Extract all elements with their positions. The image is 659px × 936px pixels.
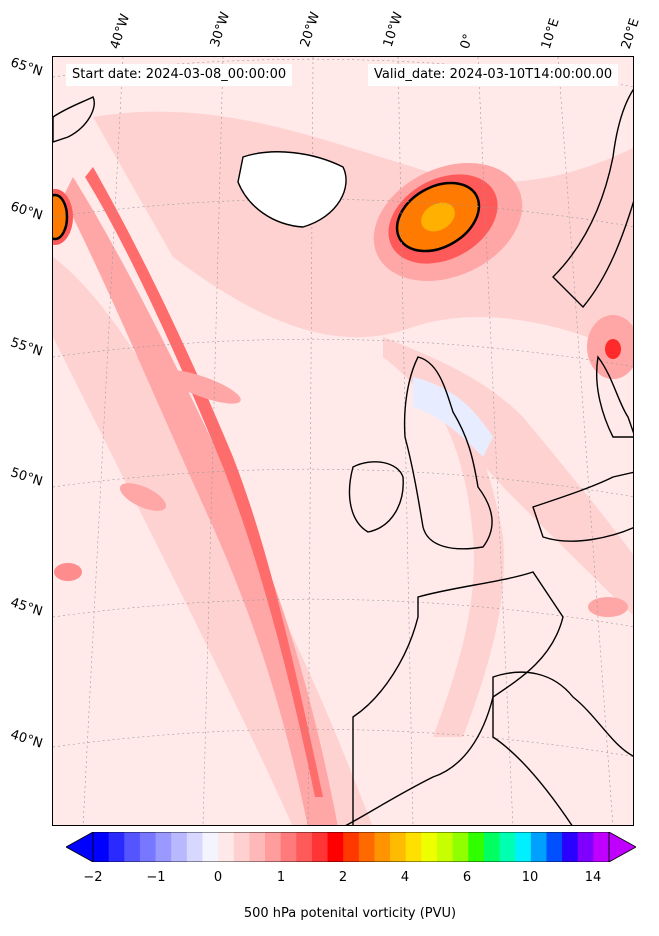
colorbar-label: 500 hPa potenital vorticity (PVU) (243, 906, 457, 921)
colorbar-bin (93, 832, 110, 862)
colorbar-bin (296, 832, 313, 862)
colorbar-extend-high (608, 832, 636, 862)
colorbar-extend-low (66, 832, 94, 862)
pv-feature-west (54, 563, 82, 581)
valid-date-label: Valid_date: 2024-03-10T14:00:00.00 (368, 64, 619, 86)
colorbar-tick: 2 (338, 870, 348, 885)
colorbar-bin (390, 832, 407, 862)
pv-streak (165, 370, 241, 404)
colorbar-bin (280, 832, 297, 862)
iberia-france (345, 571, 564, 825)
colorbar-bin (249, 832, 266, 862)
colorbar-bin (265, 832, 282, 862)
pv-streak-2 (119, 483, 167, 511)
pv-vortex-center (421, 202, 455, 232)
coastlines (53, 88, 633, 825)
colorbar-tick: 14 (584, 870, 602, 885)
colorbar-bin (327, 832, 344, 862)
colorbar-bin (155, 832, 172, 862)
lat-label-55n: 55°N (8, 335, 45, 360)
lat-label-45n: 45°N (8, 595, 45, 620)
colorbar-bin (358, 832, 375, 862)
low-countries (532, 471, 633, 542)
colorbar-tick: 1 (276, 870, 286, 885)
colorbar-bin (343, 832, 360, 862)
lat-label-65n: 65°N (8, 55, 45, 80)
pv-band-jet-middle (63, 177, 338, 825)
colorbar-bin (515, 832, 532, 862)
map-panel (52, 56, 634, 826)
colorbar-bin (405, 832, 422, 862)
colorbar-bin (483, 832, 501, 862)
colorbar-bin (171, 832, 188, 862)
pv-west-vortex-core (53, 193, 69, 241)
colorbar-bin (546, 832, 563, 862)
denmark (595, 355, 633, 438)
colorbar-bin (562, 832, 579, 862)
colorbar-bin (202, 832, 219, 862)
colorbar (66, 832, 636, 862)
lon-label-40w: 40°W (107, 12, 134, 51)
colorbar-tick: 0 (213, 870, 223, 885)
colorbar-bin (530, 832, 547, 862)
iceland (237, 151, 347, 228)
colorbar-bin (233, 832, 250, 862)
pv-band-central (423, 377, 504, 737)
lon-label-20w: 20°W (297, 10, 324, 49)
lon-label-10w: 10°W (380, 10, 407, 49)
lon-label-10e: 10°E (538, 16, 563, 51)
colorbar-bin (218, 832, 235, 862)
start-date-label: Start date: 2024-03-08_00:00:00 (66, 64, 293, 86)
colorbar-bin (499, 832, 516, 862)
colorbar-tick: 10 (521, 870, 539, 885)
mediterranean-coast (492, 671, 633, 825)
lon-label-20e: 20°E (618, 16, 643, 51)
greenland-tip (53, 96, 95, 143)
lat-label-60n: 60°N (8, 199, 45, 224)
pv-negative-area (413, 377, 493, 457)
colorbar-outline (92, 832, 610, 862)
colorbar-tick: 6 (462, 870, 472, 885)
lat-label-40n: 40°N (8, 727, 45, 752)
lon-label-0: 0° (457, 32, 477, 51)
colorbar-bin (468, 832, 485, 862)
colorbar-bin (452, 832, 469, 862)
pv-band-north (93, 111, 633, 357)
ireland (348, 461, 404, 533)
lon-label-30w: 30°W (207, 10, 234, 49)
colorbar-tick: −1 (146, 870, 166, 885)
colorbar-bin (186, 832, 203, 862)
colorbar-bin (108, 832, 125, 862)
pv-feature-south (588, 597, 628, 617)
lat-label-50n: 50°N (8, 465, 45, 490)
colorbar-bin (593, 832, 610, 862)
colorbar-tick: 4 (400, 870, 410, 885)
colorbar-bin (421, 832, 438, 862)
colorbar-bin (577, 832, 594, 862)
norway (552, 88, 633, 309)
pv-feature-baltic-core (605, 339, 621, 359)
colorbar-bin (374, 832, 391, 862)
colorbar-bin (124, 832, 141, 862)
colorbar-bin (139, 832, 157, 862)
colorbar-bin (311, 832, 329, 862)
colorbar-bin (437, 832, 454, 862)
great-britain (403, 356, 493, 550)
colorbar-tick: −2 (83, 870, 103, 885)
pv-field-map (53, 57, 633, 825)
